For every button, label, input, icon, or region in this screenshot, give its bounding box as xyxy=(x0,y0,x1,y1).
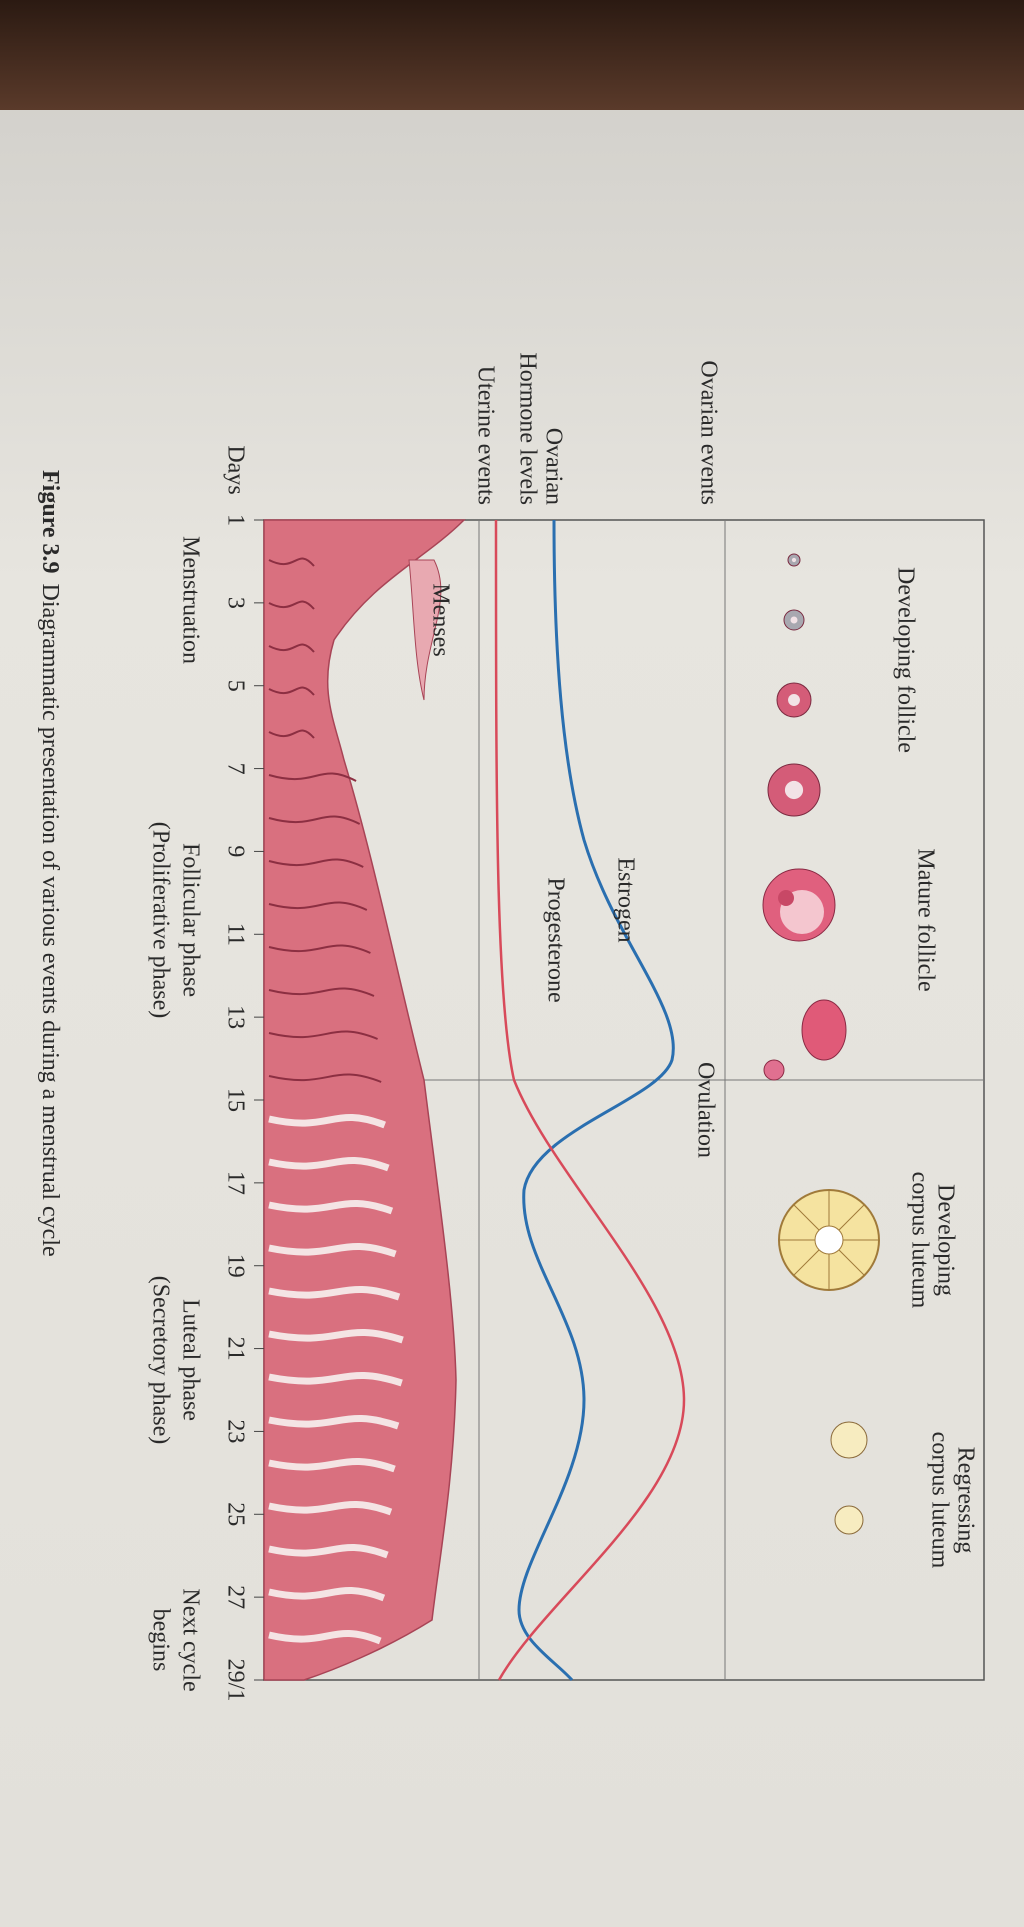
gland xyxy=(268,1243,397,1258)
caption: Figure 3.9 Diagrammatic presentation of v… xyxy=(37,470,63,1257)
progesterone-curve xyxy=(494,519,686,1681)
phase-label: (Secretory phase) xyxy=(147,1276,173,1445)
ruptured-follicle xyxy=(801,999,847,1061)
gland xyxy=(268,944,371,954)
table-background xyxy=(0,0,1024,110)
gland xyxy=(268,1372,403,1387)
gland xyxy=(268,987,375,997)
day-label: 27 xyxy=(222,1585,248,1609)
corpus-luteum-septum xyxy=(793,1249,820,1276)
corpus-luteum-septum xyxy=(793,1204,820,1231)
menses-remnant xyxy=(408,559,442,701)
gland xyxy=(268,1030,378,1040)
oocyte xyxy=(788,694,800,706)
gland xyxy=(268,1587,386,1602)
hormone-label: Estrogen xyxy=(612,857,638,942)
regressing-corpus-luteum xyxy=(830,1421,868,1459)
phase-label: Luteal phase xyxy=(177,1299,203,1421)
gland xyxy=(268,729,315,739)
uterine-label: Menses xyxy=(427,583,453,656)
endometrium xyxy=(263,519,466,1681)
estrogen-curve xyxy=(517,519,675,1682)
gland xyxy=(268,858,364,868)
gland xyxy=(268,643,315,653)
gland xyxy=(268,1286,401,1301)
phase-label: (Proliferative phase) xyxy=(147,822,173,1019)
gland xyxy=(268,600,315,610)
gland xyxy=(268,772,357,782)
oocyte xyxy=(790,616,798,624)
gland xyxy=(268,1157,390,1172)
oocyte xyxy=(784,780,804,800)
gland xyxy=(268,1630,382,1645)
phase-label: begins xyxy=(147,1609,173,1672)
gland xyxy=(268,1114,386,1129)
phase-label: Menstruation xyxy=(177,536,203,664)
gland xyxy=(268,1544,389,1559)
gland xyxy=(268,1501,393,1516)
phase-label: Follicular phase xyxy=(177,843,203,997)
ovarian-label: Developing xyxy=(932,1184,958,1296)
day-label: 29/1 xyxy=(222,1659,248,1702)
ovarian-label: Ovulation xyxy=(692,1062,718,1158)
gland xyxy=(268,686,315,696)
axis-title: Days xyxy=(222,445,248,494)
day-label: 21 xyxy=(222,1337,248,1361)
day-label: 5 xyxy=(222,680,248,692)
gland xyxy=(268,1073,382,1083)
day-label: 13 xyxy=(222,1005,248,1029)
ovarian-label: Mature follicle xyxy=(912,848,938,991)
day-label: 11 xyxy=(222,923,248,946)
caption-label: Figure 3.9 xyxy=(37,470,63,574)
gland xyxy=(268,1329,404,1344)
gland xyxy=(268,815,361,825)
day-label: 7 xyxy=(222,763,248,775)
corpus-luteum-septum xyxy=(838,1204,865,1231)
hormone-label: Progesterone xyxy=(542,877,568,1002)
ovarian-label: corpus luteum xyxy=(906,1172,932,1309)
ovarian-label: corpus luteum xyxy=(926,1432,952,1569)
row-label: Uterine events xyxy=(472,366,498,505)
regressing-corpus-luteum xyxy=(834,1505,864,1535)
oocyte xyxy=(791,557,797,563)
row-label: Ovarian events xyxy=(695,360,721,505)
day-label: 19 xyxy=(222,1254,248,1278)
gland xyxy=(268,1415,400,1430)
day-label: 25 xyxy=(222,1502,248,1526)
day-label: 15 xyxy=(222,1088,248,1112)
phase-label: Next cycle xyxy=(177,1588,203,1691)
caption-text: Diagrammatic presentation of various eve… xyxy=(37,584,63,1257)
ovarian-label: Developing follicle xyxy=(892,567,918,753)
gland xyxy=(268,557,315,567)
day-label: 3 xyxy=(222,597,248,609)
corpus-luteum-center xyxy=(814,1225,844,1255)
gland xyxy=(268,1200,394,1215)
corpus-luteum-septum xyxy=(838,1249,865,1276)
day-label: 1 xyxy=(222,514,248,526)
gland xyxy=(268,1458,396,1473)
row-label: Hormone levels xyxy=(514,352,540,505)
oocyte xyxy=(778,890,794,906)
day-label: 23 xyxy=(222,1419,248,1443)
ovarian-label: Regressing xyxy=(952,1447,978,1554)
day-label: 9 xyxy=(222,845,248,857)
row-label: Ovarian xyxy=(540,428,566,505)
gland xyxy=(268,901,368,911)
day-label: 17 xyxy=(222,1171,248,1195)
released-ovum xyxy=(763,1059,785,1081)
